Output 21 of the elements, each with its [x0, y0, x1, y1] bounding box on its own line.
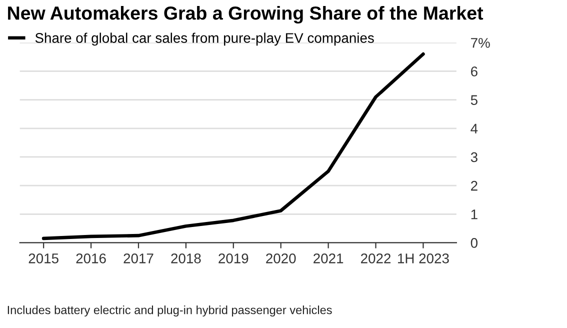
x-tick-label: 2019 — [218, 254, 248, 264]
y-tick-label: 7% — [471, 38, 490, 48]
y-tick-label: 6 — [471, 66, 478, 76]
x-tick-label: 2018 — [171, 254, 201, 264]
y-tick-label: 0 — [470, 238, 478, 248]
y-tick-label: 2 — [471, 180, 478, 191]
x-tick-label: 2015 — [28, 254, 58, 264]
x-tick-label: 2017 — [124, 254, 154, 264]
y-tick-label: 4 — [470, 124, 478, 134]
legend-label: Share of global car sales from pure-play EV companies — [35, 32, 374, 46]
text: Includes battery electric and plug-in hybrid passenger vehicles — [8, 306, 332, 317]
chart-title: New Automakers Grab a Growing Share of the Market — [8, 6, 484, 24]
line-series — [42, 52, 425, 240]
y-tick-label: 3 — [470, 152, 478, 162]
y-tick-label: 1 — [471, 210, 478, 220]
x-tick-label: 2022 — [361, 254, 391, 264]
y-tick-label: 5 — [470, 95, 478, 105]
x-tick-label: 1H 2023 — [398, 254, 449, 264]
x-tick-label: 2021 — [314, 254, 344, 264]
x-tick-label: 2016 — [76, 254, 106, 264]
x-tick-label: 2020 — [266, 254, 296, 264]
